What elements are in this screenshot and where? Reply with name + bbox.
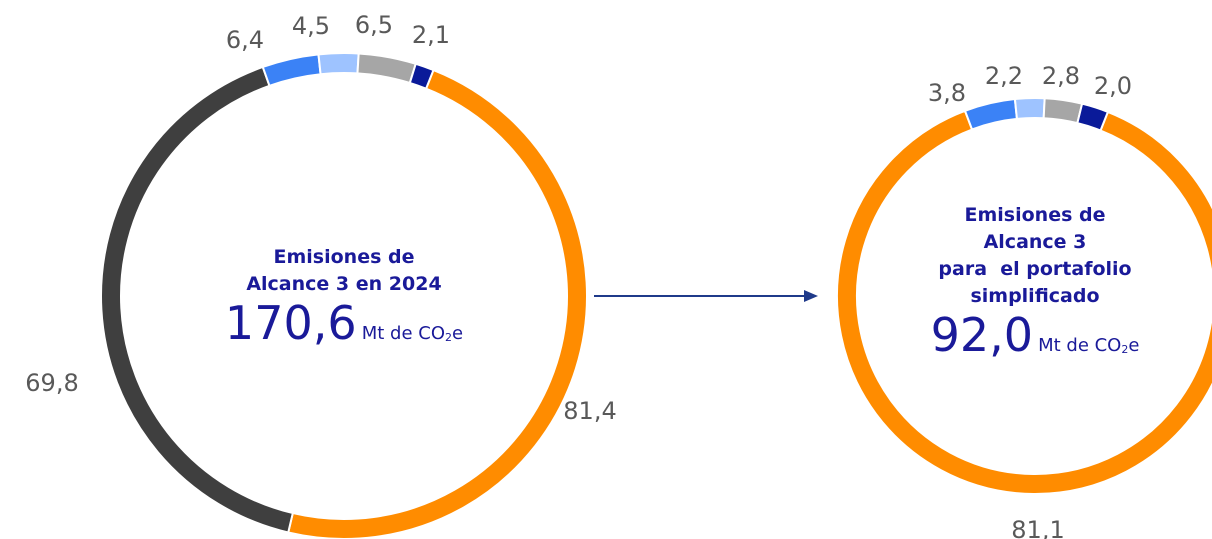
total-value: 92,0 [930,308,1033,362]
arrow-head [804,290,818,302]
slice-value-label: 6,5 [355,11,393,39]
donut-slice [1042,97,1084,125]
slice-value-label: 4,5 [292,12,330,40]
center-label-simplified: Emisiones de Alcance 3 para el portafoli… [900,202,1170,360]
donut-slice [836,109,1212,495]
center-heading-line-4: simplificado [970,285,1100,307]
slice-value-label: 2,2 [985,62,1023,90]
slice-value-label: 2,1 [412,21,450,49]
donut-slice [356,52,417,85]
slice-value-label: 81,1 [1011,516,1064,539]
total-unit: Mt de CO2e [361,323,464,344]
center-heading-line-2: Alcance 3 en 2024 [246,273,442,295]
donut-slice [261,53,322,88]
donut-slice [317,52,360,76]
total-unit: Mt de CO2e [1038,335,1140,356]
donut-slice [1076,102,1110,132]
slice-value-label: 81,4 [563,397,616,425]
transition-arrow [594,290,818,302]
donut-slice [408,62,435,90]
center-total: 170,6 Mt de CO2e [214,298,474,348]
slice-value-label: 2,8 [1042,62,1080,90]
donut-slice [1013,97,1046,121]
donut-slice [963,97,1019,131]
slice-value-label: 6,4 [226,26,264,54]
center-heading-line-1: Emisiones de [964,204,1106,226]
slice-value-label: 2,0 [1094,72,1132,100]
center-heading-line-1: Emisiones de [273,246,415,268]
slice-value-label: 3,8 [928,79,966,107]
center-label-2024: Emisiones de Alcance 3 en 2024 170,6 Mt … [214,244,474,348]
center-heading-line-2: Alcance 3 [983,231,1087,253]
donut-chart-2024: 81,4 69,8 6,4 4,5 6,5 2,1 [25,11,617,539]
center-total: 92,0 Mt de CO2e [900,310,1170,360]
slice-value-label: 69,8 [25,369,78,397]
center-heading-line-3: para el portafolio [938,258,1132,280]
donut-chart-simplified: 81,1 3,8 2,2 2,8 2,0 [836,62,1212,539]
total-value: 170,6 [224,296,357,350]
